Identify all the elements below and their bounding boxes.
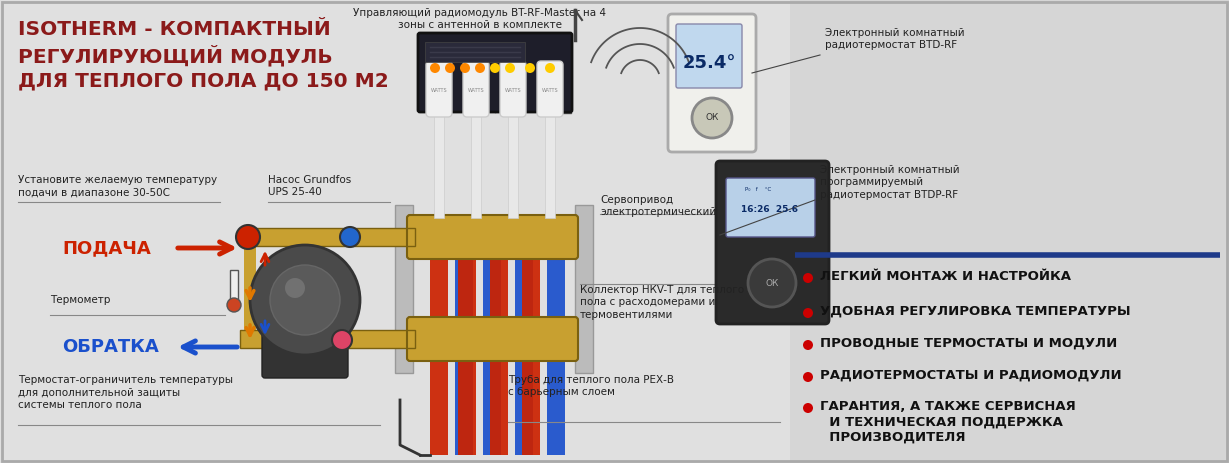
Bar xyxy=(0,0,790,463)
FancyBboxPatch shape xyxy=(407,317,578,361)
FancyBboxPatch shape xyxy=(676,24,742,88)
Text: Установите желаемую температуру
подачи в диапазоне 30-50С: Установите желаемую температуру подачи в… xyxy=(18,175,218,197)
Circle shape xyxy=(270,265,340,335)
Text: ОК: ОК xyxy=(766,279,779,288)
Text: ПРОВОДНЫЕ ТЕРМОСТАТЫ И МОДУЛИ: ПРОВОДНЫЕ ТЕРМОСТАТЫ И МОДУЛИ xyxy=(820,337,1117,350)
Bar xyxy=(490,230,508,455)
Bar xyxy=(240,330,415,348)
Bar xyxy=(790,0,1229,463)
Bar xyxy=(240,330,415,348)
Bar xyxy=(430,230,449,455)
Bar xyxy=(522,230,540,455)
Circle shape xyxy=(525,63,535,73)
Text: Электронный комнатный
программируемый
радиотермостат BTDP-RF: Электронный комнатный программируемый ра… xyxy=(820,165,960,200)
Bar xyxy=(471,100,481,218)
Circle shape xyxy=(748,259,796,307)
Circle shape xyxy=(332,330,351,350)
Text: РАДИОТЕРМОСТАТЫ И РАДИОМОДУЛИ: РАДИОТЕРМОСТАТЫ И РАДИОМОДУЛИ xyxy=(820,369,1122,382)
Bar xyxy=(544,100,556,218)
Text: 16:26  25.6: 16:26 25.6 xyxy=(741,206,799,214)
Circle shape xyxy=(490,63,500,73)
Circle shape xyxy=(692,98,732,138)
Text: WATTS: WATTS xyxy=(468,88,484,93)
FancyBboxPatch shape xyxy=(726,178,815,237)
Circle shape xyxy=(505,63,515,73)
Bar xyxy=(483,230,501,455)
Circle shape xyxy=(803,308,814,318)
Bar xyxy=(547,230,565,455)
Text: Управляющий радиомодуль BT-RF-Master на 4
зоны с антенной в комплекте: Управляющий радиомодуль BT-RF-Master на … xyxy=(354,8,606,31)
Text: 25.4°: 25.4° xyxy=(682,54,736,72)
Circle shape xyxy=(474,63,485,73)
Text: Сервопривод
электротермический: Сервопривод электротермический xyxy=(600,195,717,218)
Text: Электронный комнатный
радиотермостат BTD-RF: Электронный комнатный радиотермостат BTD… xyxy=(825,28,965,50)
Text: Коллектор НКV-Т для теплого
пола с расходомерами и
термовентилями: Коллектор НКV-Т для теплого пола с расхо… xyxy=(580,285,744,320)
FancyBboxPatch shape xyxy=(407,215,578,259)
FancyBboxPatch shape xyxy=(426,61,452,117)
Circle shape xyxy=(803,340,814,350)
Bar xyxy=(515,230,533,455)
Circle shape xyxy=(803,372,814,382)
Text: ЛЕГКИЙ МОНТАЖ И НАСТРОЙКА: ЛЕГКИЙ МОНТАЖ И НАСТРОЙКА xyxy=(820,270,1070,283)
Text: WATTS: WATTS xyxy=(430,88,447,93)
Text: Насос Grundfos
UPS 25-40: Насос Grundfos UPS 25-40 xyxy=(268,175,351,197)
Bar xyxy=(240,228,415,246)
Circle shape xyxy=(460,63,469,73)
Text: ПОДАЧА: ПОДАЧА xyxy=(61,239,151,257)
FancyBboxPatch shape xyxy=(262,332,348,378)
FancyBboxPatch shape xyxy=(418,33,571,112)
Circle shape xyxy=(236,225,261,249)
Bar xyxy=(230,270,238,300)
Text: УДОБНАЯ РЕГУЛИРОВКА ТЕМПЕРАТУРЫ: УДОБНАЯ РЕГУЛИРОВКА ТЕМПЕРАТУРЫ xyxy=(820,305,1131,318)
Text: WATTS: WATTS xyxy=(505,88,521,93)
Circle shape xyxy=(430,63,440,73)
Circle shape xyxy=(340,227,360,247)
Circle shape xyxy=(249,245,360,355)
Bar xyxy=(455,230,473,455)
Bar xyxy=(575,205,594,373)
Text: Термометр: Термометр xyxy=(50,295,111,305)
Circle shape xyxy=(803,273,814,283)
Bar xyxy=(508,100,517,218)
Text: Труба для теплого пола РЕХ-В
с барьерным слоем: Труба для теплого пола РЕХ-В с барьерным… xyxy=(508,375,673,397)
Text: ISOTHERM - КОМПАКТНЫЙ
РЕГУЛИРУЮЩИЙ МОДУЛЬ
ДЛЯ ТЕПЛОГО ПОЛА ДО 150 М2: ISOTHERM - КОМПАКТНЫЙ РЕГУЛИРУЮЩИЙ МОДУЛ… xyxy=(18,20,388,91)
Circle shape xyxy=(803,403,814,413)
Bar xyxy=(425,42,525,62)
FancyBboxPatch shape xyxy=(717,161,830,324)
Bar xyxy=(240,230,256,238)
Circle shape xyxy=(544,63,556,73)
Text: ГАРАНТИЯ, А ТАКЖЕ СЕРВИСНАЯ
  И ТЕХНИЧЕСКАЯ ПОДДЕРЖКА
  ПРОИЗВОДИТЕЛЯ: ГАРАНТИЯ, А ТАКЖЕ СЕРВИСНАЯ И ТЕХНИЧЕСКА… xyxy=(820,400,1075,444)
Bar xyxy=(434,100,444,218)
FancyBboxPatch shape xyxy=(669,14,756,152)
Text: P₀   f    °C: P₀ f °C xyxy=(745,187,772,192)
FancyBboxPatch shape xyxy=(500,61,526,117)
Bar xyxy=(458,230,476,455)
Text: ОБРАТКА: ОБРАТКА xyxy=(61,338,159,356)
Bar xyxy=(395,205,413,373)
Circle shape xyxy=(445,63,455,73)
FancyBboxPatch shape xyxy=(537,61,563,117)
Text: Термостат-ограничитель температуры
для дополнительной защиты
системы теплого пол: Термостат-ограничитель температуры для д… xyxy=(18,375,234,410)
Circle shape xyxy=(227,298,241,312)
Bar xyxy=(240,228,415,246)
Bar xyxy=(245,246,256,330)
Text: ОК: ОК xyxy=(705,113,719,123)
Circle shape xyxy=(285,278,305,298)
Text: WATTS: WATTS xyxy=(542,88,558,93)
FancyBboxPatch shape xyxy=(463,61,489,117)
